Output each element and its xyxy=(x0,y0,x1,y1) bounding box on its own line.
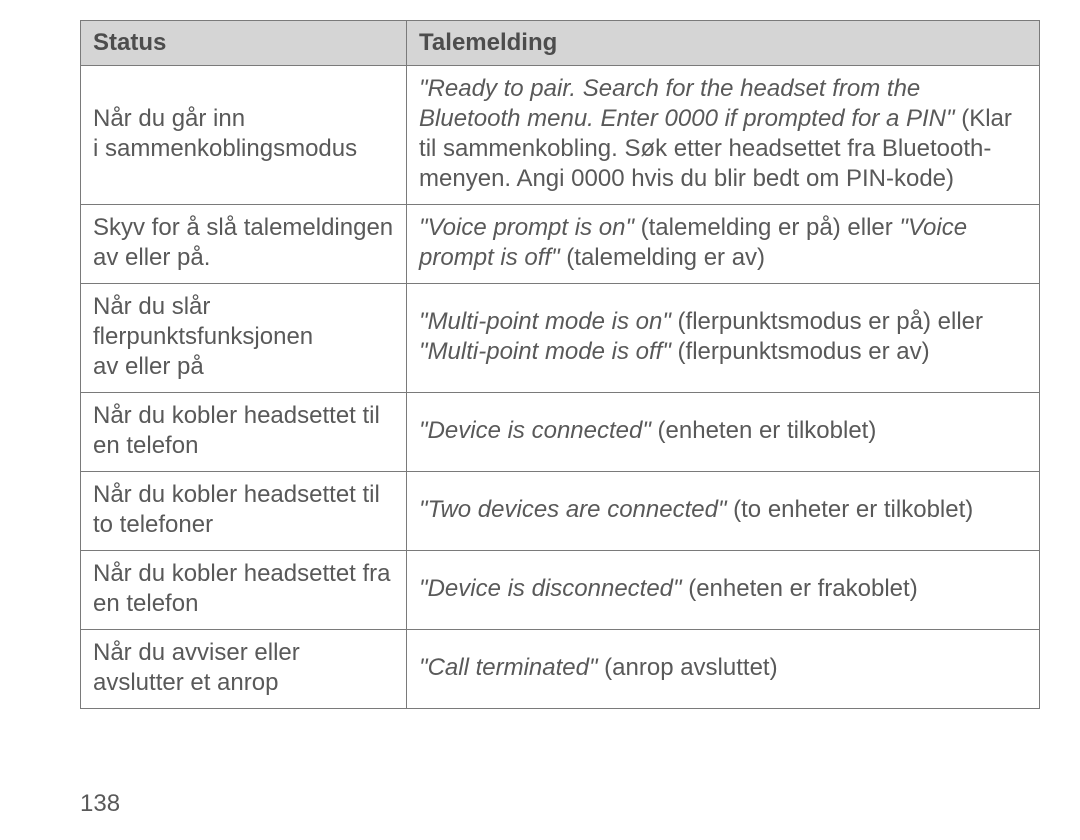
table-row: Skyv for å slå talemeldingen av eller på… xyxy=(81,205,1040,284)
status-cell: Når du kobler headsettet til to telefone… xyxy=(81,472,407,551)
status-cell: Når du kobler headsettet til en telefon xyxy=(81,393,407,472)
message-cell: "Multi-point mode is on" (flerpunktsmodu… xyxy=(407,284,1040,393)
status-cell: Når du går inn i sammenkoblingsmodus xyxy=(81,66,407,205)
status-cell: Skyv for å slå talemeldingen av eller på… xyxy=(81,205,407,284)
message-cell: "Ready to pair. Search for the headset f… xyxy=(407,66,1040,205)
table-row: Når du kobler headsettet fra en telefon … xyxy=(81,551,1040,630)
table-row: Når du slår flerpunktsfunksjonen av elle… xyxy=(81,284,1040,393)
table-body: Når du går inn i sammenkoblingsmodus "Re… xyxy=(81,66,1040,709)
header-message: Talemelding xyxy=(407,21,1040,66)
table-header-row: Status Talemelding xyxy=(81,21,1040,66)
page: Status Talemelding Når du går inn i samm… xyxy=(0,0,1080,840)
message-cell: "Two devices are connected" (to enheter … xyxy=(407,472,1040,551)
status-cell: Når du avviser eller avslutter et anrop xyxy=(81,630,407,709)
table-row: Når du avviser eller avslutter et anrop … xyxy=(81,630,1040,709)
table-row: Når du går inn i sammenkoblingsmodus "Re… xyxy=(81,66,1040,205)
status-cell: Når du slår flerpunktsfunksjonen av elle… xyxy=(81,284,407,393)
message-cell: "Voice prompt is on" (talemelding er på)… xyxy=(407,205,1040,284)
table-row: Når du kobler headsettet til to telefone… xyxy=(81,472,1040,551)
message-cell: "Device is connected" (enheten er tilkob… xyxy=(407,393,1040,472)
message-cell: "Call terminated" (anrop avsluttet) xyxy=(407,630,1040,709)
status-cell: Når du kobler headsettet fra en telefon xyxy=(81,551,407,630)
header-status: Status xyxy=(81,21,407,66)
table-row: Når du kobler headsettet til en telefon … xyxy=(81,393,1040,472)
page-number: 138 xyxy=(80,790,120,818)
status-table: Status Talemelding Når du går inn i samm… xyxy=(80,20,1040,709)
message-cell: "Device is disconnected" (enheten er fra… xyxy=(407,551,1040,630)
